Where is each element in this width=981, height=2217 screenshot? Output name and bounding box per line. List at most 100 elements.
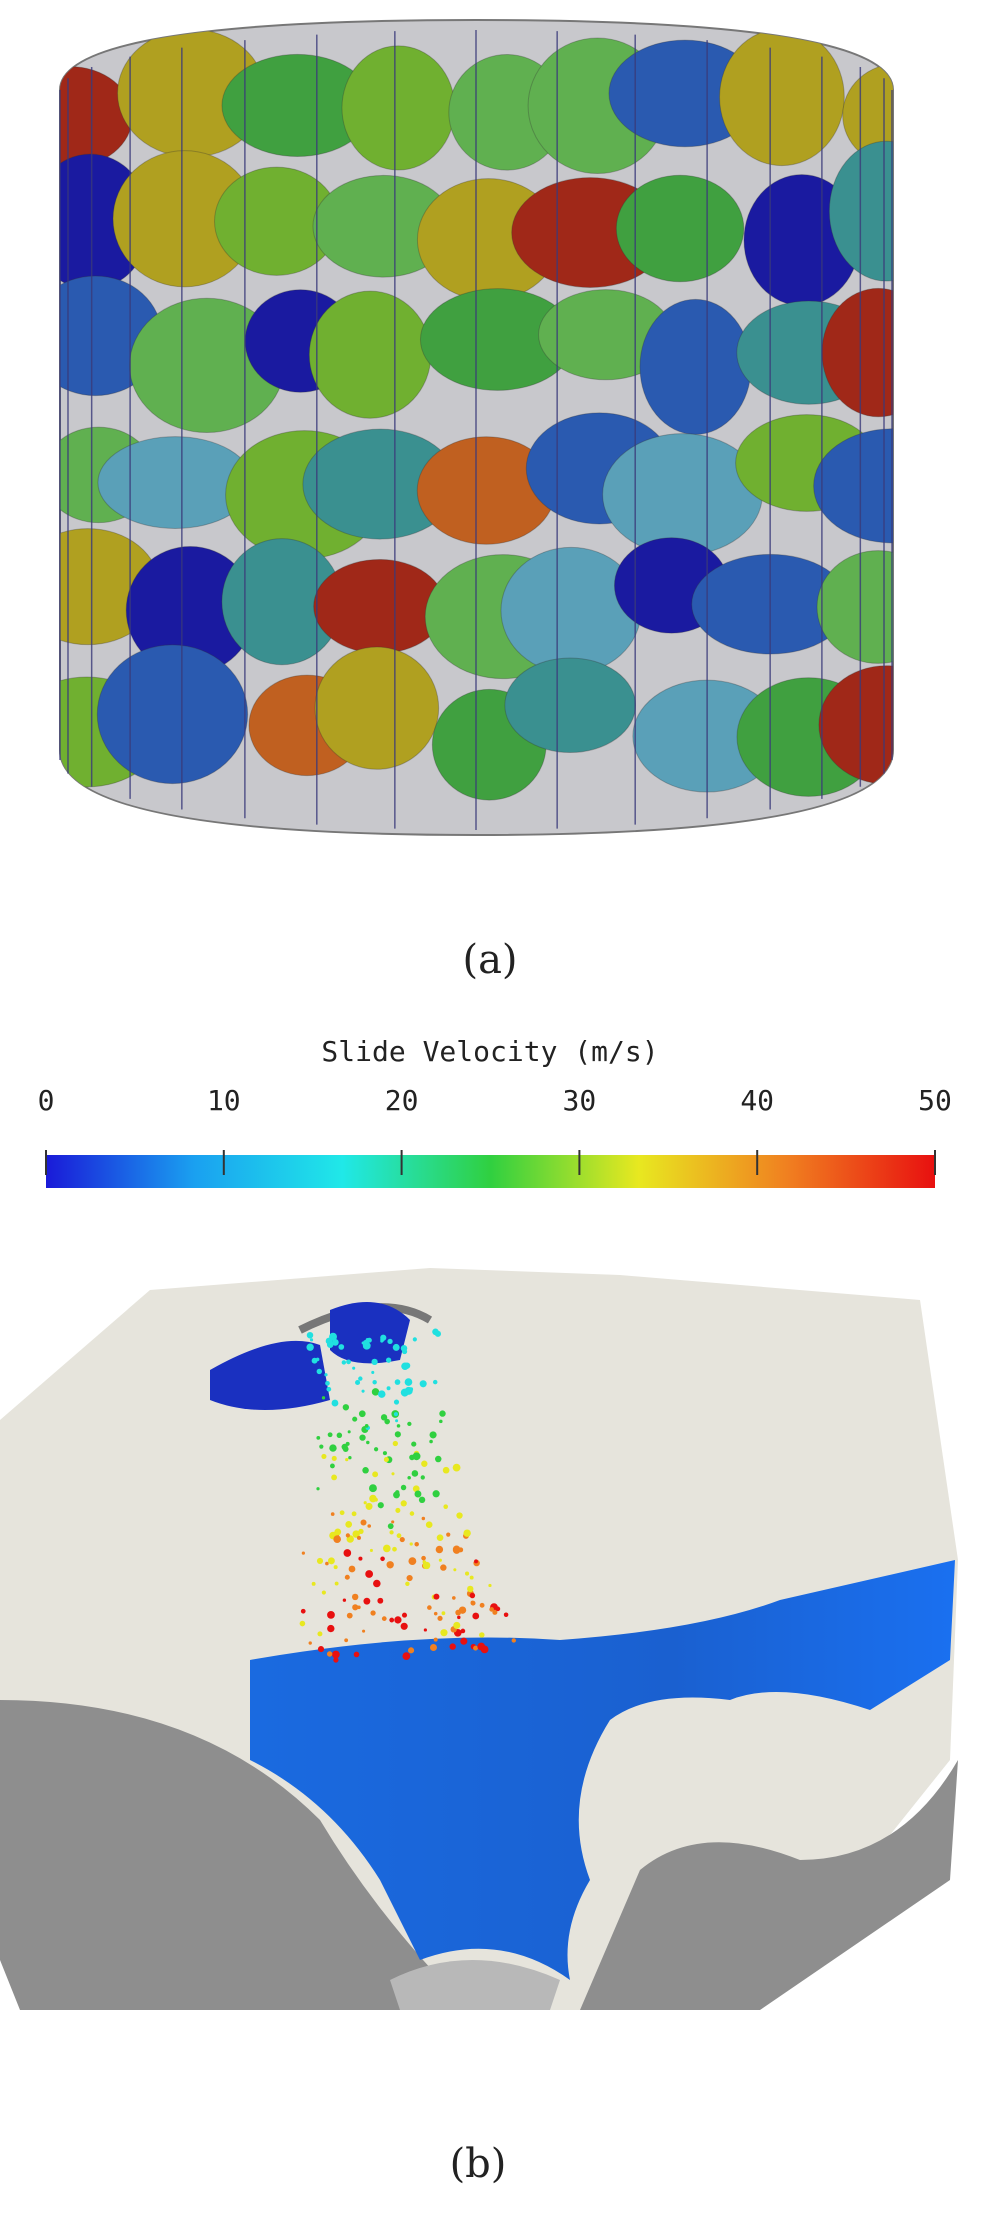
slide-particle [345,1441,350,1446]
slide-particle [458,1547,464,1553]
slide-particle [342,1446,349,1452]
slide-particle [441,1611,446,1616]
slide-particle [474,1559,478,1564]
slide-particle [406,1574,413,1582]
slide-particle [369,1494,377,1503]
slide-particle [342,1404,350,1411]
slide-particle [411,1441,417,1447]
slide-particle [492,1609,498,1615]
slide-particle [329,1332,337,1341]
slide-particle [316,1557,324,1565]
slide-particle [393,1412,398,1417]
slide-particle [377,1502,384,1509]
slide-particle [437,1615,443,1621]
slide-particle [339,1510,345,1516]
slide-particle [414,1490,422,1498]
slide-particle [380,1414,388,1421]
grain [504,657,637,754]
slide-particle [346,1359,351,1365]
slide-particle [316,1435,321,1440]
slide-particle [341,1360,347,1365]
slide-particle [327,1557,335,1565]
slide-particle [405,1581,410,1586]
slide-particle [352,1530,360,1538]
slide-particle [453,1621,461,1629]
slide-particle [325,1561,329,1566]
slide-particle [452,1596,456,1600]
slide-particle [355,1379,361,1386]
slide-particle [392,1546,397,1552]
slide-particle [407,1647,415,1654]
slide-particle [380,1556,385,1562]
tick-label: 0 [38,1084,55,1117]
slide-particle [332,1339,339,1346]
slide-particle [361,1389,365,1393]
slide-particle [422,1561,431,1570]
slide-particle [421,1555,426,1561]
slide-particle [327,1624,335,1633]
slide-particle [336,1432,343,1439]
slide-particle [408,1557,417,1566]
slide-particle [381,1616,387,1621]
slide-particle [400,1622,408,1630]
slide-particle [382,1451,387,1456]
slide-particle [409,1511,415,1516]
slide-particle [446,1532,451,1537]
slide-particle [420,1475,425,1480]
slide-particle [385,1357,392,1363]
slide-particle [432,1490,440,1498]
slide-particle [334,1581,339,1586]
grain [818,665,893,785]
slide-particle [389,1530,394,1535]
slide-particle [400,1484,407,1491]
slide-particle [326,1341,334,1348]
slide-particle [465,1571,470,1576]
slide-particle [495,1606,501,1612]
slide-particle [331,1474,338,1481]
slide-particle [456,1512,463,1519]
slide-particle [414,1541,419,1547]
slide-particle [331,1650,340,1659]
slide-particle [369,1548,373,1552]
slide-particle [352,1366,356,1370]
slide-particle [401,1612,408,1618]
grain [821,287,893,418]
slide-particle [373,1447,379,1452]
slide-particle [363,1501,367,1505]
slide-particle [429,1431,437,1439]
slide-particle [400,1345,408,1352]
slide-particle [367,1524,372,1528]
slide-particle [311,1581,316,1586]
slide-particle [358,1528,364,1534]
slide-particle [331,1455,337,1461]
slide-particle [351,1511,357,1517]
grain [828,140,893,282]
slide-particle [361,1341,365,1345]
slide-particle [401,1362,409,1371]
slide-particle [412,1452,421,1461]
slide-particle [440,1629,448,1637]
slide-particle [331,1399,339,1407]
slide-particle [343,1549,352,1557]
slide-particle [329,1463,335,1469]
slide-particle [366,1440,370,1445]
slide-particle [356,1535,362,1540]
slide-particle [359,1434,366,1441]
slide-particle [321,1453,327,1459]
slide-particle [393,1399,400,1405]
slide-particle [363,1597,371,1605]
slide-particle [392,1440,398,1447]
slide-particle [317,1631,323,1637]
slide-particle [489,1607,494,1612]
slide-particle [473,1645,479,1651]
slide-particle [407,1421,412,1427]
slide-particle [377,1597,384,1604]
slide-particle [429,1439,433,1444]
slide-particle [460,1637,468,1645]
slide-particle [511,1638,516,1643]
slide-particle [427,1605,432,1610]
slide-particle [319,1444,324,1449]
slide-particle [503,1612,509,1618]
slide-particle [300,1608,306,1614]
slide-particle [387,1338,393,1345]
